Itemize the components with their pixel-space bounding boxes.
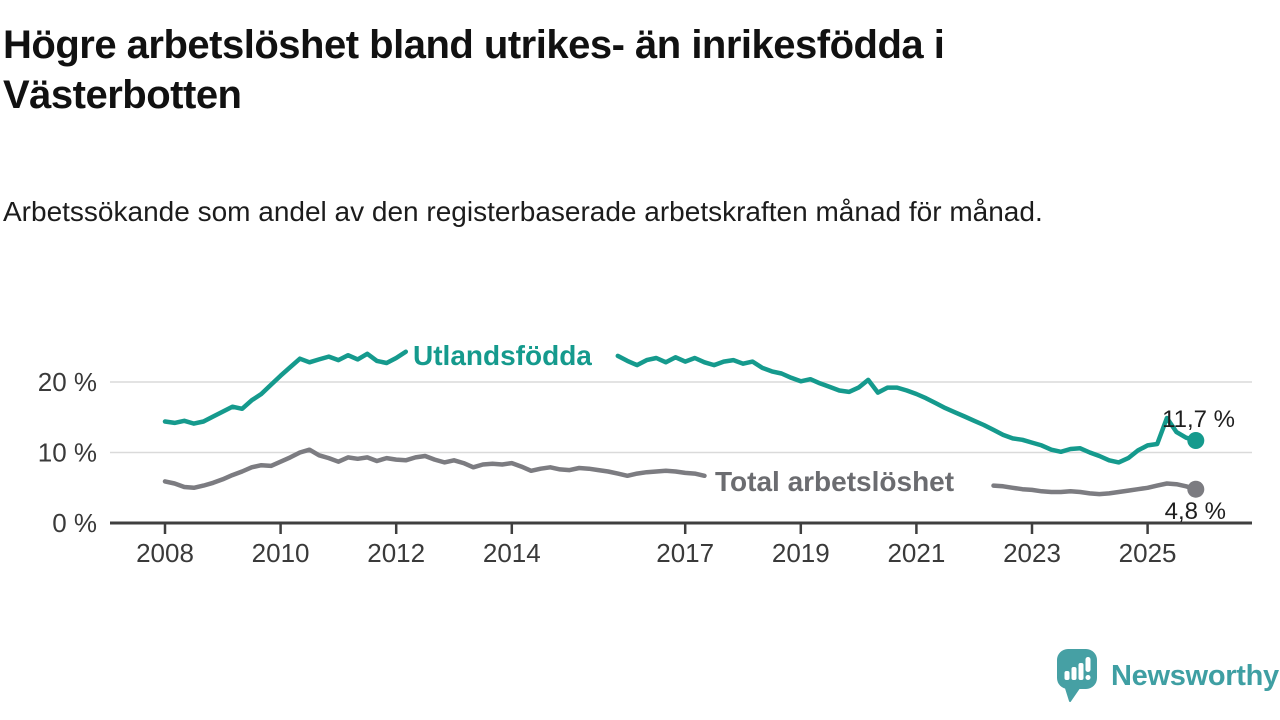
- logo-bar-3: [1078, 663, 1084, 680]
- total-arbetsloshet-end-dot: [1187, 480, 1205, 498]
- x-axis-label: 2010: [252, 538, 310, 568]
- x-axis-label: 2012: [367, 538, 425, 568]
- logo-exclamation-stem: [1085, 657, 1091, 672]
- logo-bar-2: [1071, 667, 1077, 680]
- newsworthy-logo-text: Newsworthy: [1111, 660, 1279, 692]
- logo-bubble: [1057, 649, 1097, 689]
- total-arbetsloshet-end-value-label: 4,8 %: [1165, 498, 1226, 525]
- brand-footer: Newsworthy: [1056, 648, 1279, 704]
- x-axis-label: 2008: [136, 538, 194, 568]
- x-axis-label: 2019: [772, 538, 830, 568]
- y-axis-label: 0 %: [52, 508, 97, 538]
- logo-bubble-tail: [1064, 684, 1082, 702]
- x-axis-label: 2025: [1119, 538, 1177, 568]
- chart-subtitle: Arbetssökande som andel av den registerb…: [3, 196, 1043, 227]
- x-axis-label: 2021: [887, 538, 945, 568]
- utlandsfodda-end-dot: [1187, 432, 1205, 449]
- x-axis-label: 2023: [1003, 538, 1061, 568]
- utlandsfodda-line: [162, 349, 1199, 465]
- logo-bar-1: [1064, 671, 1070, 680]
- total-arbetsloshet-line: [162, 447, 1199, 497]
- y-axis-label: 10 %: [38, 438, 97, 468]
- total-arbetsloshet-series-label: Total arbetslöshet: [715, 466, 954, 497]
- utlandsfodda-end-value-label: 11,7 %: [1162, 406, 1235, 433]
- x-axis-label: 2017: [656, 538, 714, 568]
- chart-title: Högre arbetslöshet bland utrikes- än inr…: [3, 23, 945, 117]
- x-axis-label: 2014: [483, 538, 541, 568]
- y-axis-label: 20 %: [38, 367, 97, 397]
- newsworthy-logo-icon: [1057, 649, 1097, 702]
- utlandsfodda-series-label: Utlandsfödda: [413, 340, 592, 371]
- logo-exclamation-dot: [1085, 675, 1091, 680]
